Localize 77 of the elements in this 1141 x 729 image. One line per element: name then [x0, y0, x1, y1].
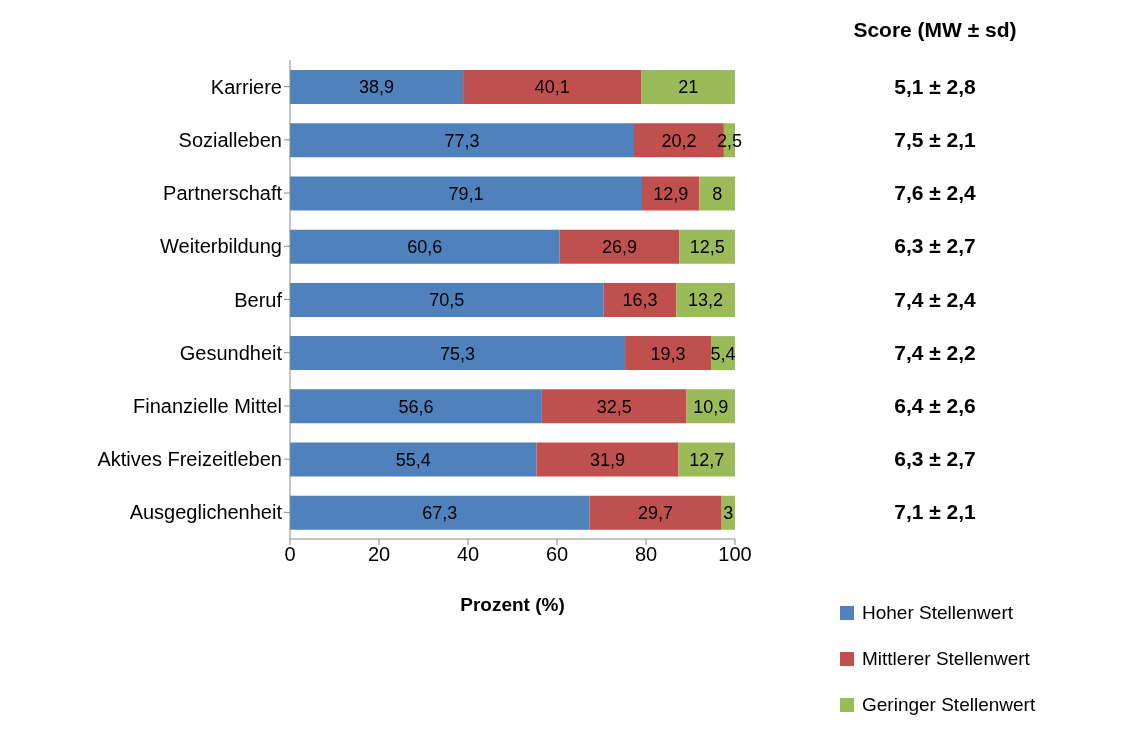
data-label: 29,7 — [638, 503, 674, 524]
bar — [559, 229, 680, 264]
y-tick-label: Karriere — [210, 75, 282, 98]
bar — [541, 389, 687, 424]
x-axis-title: Prozent (%) — [459, 594, 566, 616]
data-label: 12,7 — [689, 449, 725, 470]
y-tick-label: Partnerschaft — [163, 182, 283, 205]
data-label: 77,3 — [444, 130, 480, 151]
bar — [290, 229, 560, 264]
data-label: 12,5 — [689, 237, 725, 258]
y-tick-label: Finanzielle Mittel — [133, 395, 282, 418]
bar — [463, 70, 642, 104]
bar — [679, 229, 735, 264]
text: 5,1 ± 2,8 — [893, 73, 977, 100]
bar — [290, 442, 537, 477]
data-label: 8 — [712, 183, 723, 204]
bar — [603, 282, 677, 317]
data-label: 19,3 — [650, 343, 686, 364]
data-label: 12,9 — [653, 183, 689, 204]
x-tick-label: 0 — [284, 543, 296, 566]
data-label: 21 — [678, 77, 699, 98]
bar — [641, 70, 735, 104]
legend-label: Geringer Stellenwert — [862, 694, 1036, 716]
bar — [290, 123, 634, 158]
data-label: 10,9 — [693, 396, 729, 417]
data-label: 26,9 — [602, 237, 638, 258]
y-tick-label: Gesundheit — [179, 341, 283, 364]
x-tick-label: 20 — [367, 543, 391, 566]
legend-label: Hoher Stellenwert — [862, 602, 1014, 624]
y-tick-label: Beruf — [234, 288, 283, 311]
bar — [625, 336, 711, 371]
data-label: 79,1 — [448, 183, 484, 204]
text: 7,1 ± 2,1 — [893, 499, 977, 526]
bar — [676, 282, 735, 317]
bar — [290, 176, 642, 211]
y-tick-label: Aktives Freizeitleben — [97, 448, 282, 471]
data-label: 56,6 — [398, 396, 434, 417]
data-label: 40,1 — [534, 77, 570, 98]
text: Score (MW ± sd) — [852, 17, 1018, 43]
text: 6,3 ± 2,7 — [893, 233, 977, 260]
data-label: 2,5 — [716, 130, 742, 151]
bar — [290, 389, 542, 424]
text: 7,5 ± 2,1 — [893, 126, 977, 153]
data-label: 20,2 — [661, 130, 697, 151]
text: 7,4 ± 2,2 — [893, 339, 977, 366]
data-label: 75,3 — [440, 343, 476, 364]
data-label: 16,3 — [622, 290, 658, 311]
x-tick-label: 40 — [456, 543, 480, 566]
data-label: 31,9 — [589, 449, 626, 470]
x-tick-label: 60 — [545, 543, 569, 566]
data-label: 5,4 — [710, 343, 736, 364]
bar — [290, 70, 464, 104]
data-label: 55,4 — [395, 449, 431, 470]
legend-label: Mittlerer Stellenwert — [862, 648, 1030, 670]
data-label: 38,9 — [359, 77, 395, 98]
y-tick-label: Weiterbildung — [160, 235, 282, 258]
data-label: 3 — [723, 503, 734, 524]
bar — [589, 495, 722, 530]
bar — [699, 176, 735, 211]
text: 6,3 ± 2,7 — [893, 446, 977, 473]
bar — [290, 282, 604, 317]
data-label: 70,5 — [429, 290, 465, 311]
text: 7,6 ± 2,4 — [893, 180, 977, 207]
y-tick-label: Ausgeglichenheit — [129, 501, 283, 524]
text: 6,4 ± 2,6 — [893, 392, 977, 419]
data-label: 13,2 — [688, 290, 724, 311]
text: 7,4 ± 2,4 — [893, 286, 977, 313]
bar — [290, 336, 626, 371]
y-tick-label: Sozialleben — [178, 128, 282, 151]
bar — [678, 442, 735, 477]
bar — [290, 495, 590, 530]
data-label: 67,3 — [422, 503, 458, 524]
x-tick-label: 100 — [718, 543, 752, 566]
data-label: 60,6 — [407, 237, 443, 258]
x-tick-label: 80 — [634, 543, 658, 566]
bar — [536, 442, 679, 477]
data-label: 32,5 — [596, 396, 632, 417]
